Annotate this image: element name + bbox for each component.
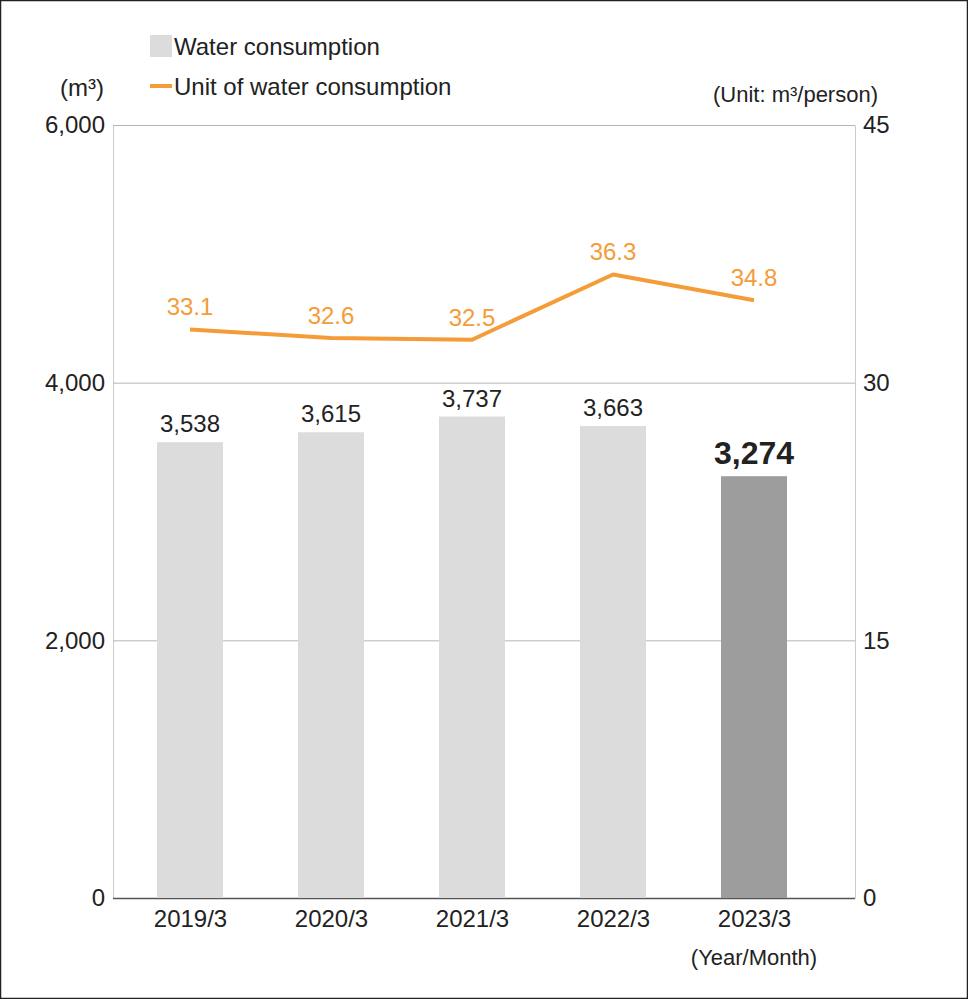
frame <box>1 1 968 999</box>
y2-tick-label: 0 <box>863 884 876 911</box>
bar <box>157 442 223 898</box>
legend-label: Water consumption <box>174 33 380 60</box>
y-axis-title: (m³) <box>60 74 104 101</box>
y2-axis-line <box>855 126 856 899</box>
line-label: 36.3 <box>590 238 637 265</box>
x-tick: 2021/3 <box>436 898 509 932</box>
x-axis-title: (Year/Month) <box>691 945 817 970</box>
x-tick-label: 2019/3 <box>154 905 227 932</box>
legend-label: Unit of water consumption <box>174 73 451 100</box>
chart: 0 2,000 4,000 6,000 0 15 30 45 2019/3 2020/3 2021/… <box>0 0 968 999</box>
legend: Water consumption Unit of water consumpti… <box>150 33 451 100</box>
y-tick: 6,000 <box>45 111 855 138</box>
bar-label: 3,615 <box>301 400 361 427</box>
y2-tick-label: 30 <box>863 369 890 396</box>
x-tick: 2020/3 <box>295 898 368 932</box>
line-label: 34.8 <box>731 264 778 291</box>
y-tick-label: 4,000 <box>45 369 105 396</box>
x-axis-line <box>120 898 825 899</box>
y2-tick-label: 15 <box>863 627 890 654</box>
grid-line <box>113 383 855 384</box>
y2-axis: 0 15 30 45 <box>855 111 890 911</box>
line-label: 32.6 <box>308 302 355 329</box>
y-tick-label: 0 <box>92 884 105 911</box>
y2-tick: 0 <box>855 884 876 911</box>
y2-tick-label: 45 <box>863 111 890 138</box>
x-tick: 2019/3 <box>154 898 227 932</box>
grid-line <box>113 125 855 126</box>
bar-label: 3,538 <box>160 410 220 437</box>
y2-axis-title: (Unit: m³/person) <box>713 82 878 107</box>
x-tick-label: 2020/3 <box>295 905 368 932</box>
x-tick-label: 2023/3 <box>718 905 791 932</box>
y-axis-line <box>113 126 114 899</box>
bar <box>439 417 505 898</box>
line-label: 32.5 <box>449 304 496 331</box>
y2-tick: 45 <box>855 111 890 138</box>
bar <box>721 476 787 898</box>
y2-tick: 15 <box>855 627 890 654</box>
data-labels: 3,538 3,615 3,737 3,663 3,274 33.1 32.6 32.5 36.… <box>160 238 794 471</box>
line-label: 33.1 <box>167 293 214 320</box>
legend-swatch <box>150 35 172 57</box>
bar-label: 3,663 <box>583 394 643 421</box>
y-tick-label: 6,000 <box>45 111 105 138</box>
bar-label: 3,274 <box>714 435 794 471</box>
y2-tick: 30 <box>855 369 890 396</box>
bar <box>298 432 364 898</box>
bar-label: 3,737 <box>442 385 502 412</box>
x-tick: 2023/3 <box>718 898 791 932</box>
x-axis: 2019/3 2020/3 2021/3 2022/3 2023/3 <box>120 898 825 932</box>
y-axis: 0 2,000 4,000 6,000 <box>45 111 855 911</box>
legend-swatch <box>150 84 172 88</box>
line <box>190 274 754 339</box>
x-tick-label: 2021/3 <box>436 905 509 932</box>
marks <box>157 274 787 898</box>
bar <box>580 426 646 898</box>
x-tick-label: 2022/3 <box>577 905 650 932</box>
y-tick-label: 2,000 <box>45 627 105 654</box>
x-tick: 2022/3 <box>577 898 650 932</box>
